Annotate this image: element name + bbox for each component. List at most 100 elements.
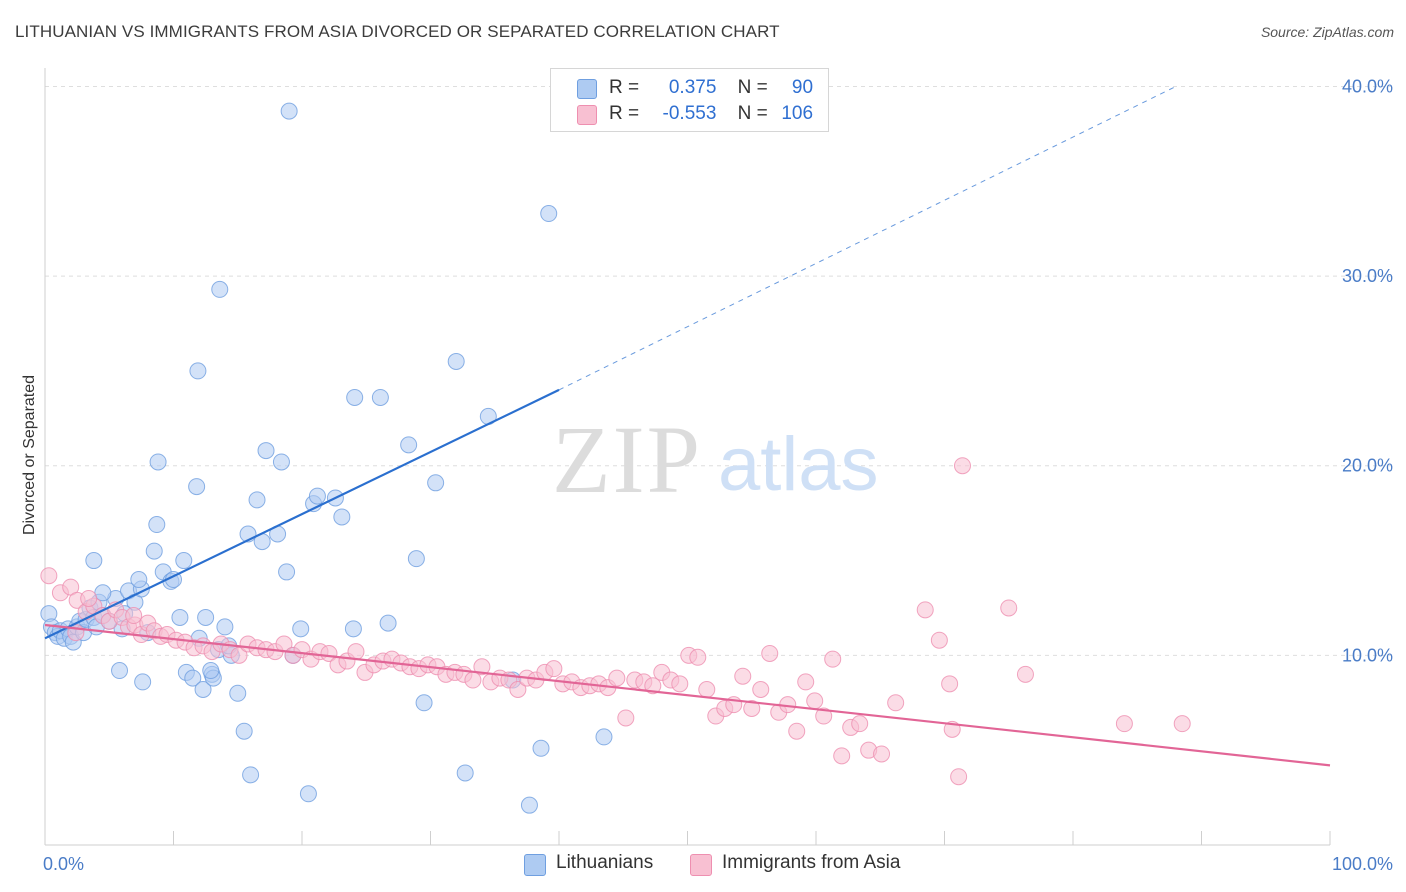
data-point [344,620,362,638]
data-point [595,728,613,746]
data-point [257,442,275,460]
legend-swatch-lithuanians [524,854,546,876]
data-point [80,589,98,607]
y-axis-label: Divorced or Separated [21,375,38,535]
data-point [111,662,129,680]
data-point [532,739,550,757]
legend-swatch-lithuanians [577,79,597,99]
data-point [671,675,689,693]
data-point [415,694,433,712]
data-point [608,669,626,687]
data-point [689,648,707,666]
legend-text: R = -0.553 N = 106 [609,103,813,125]
n-value: 106 [781,103,814,124]
data-point [299,785,317,803]
data-point [407,550,425,568]
data-point [520,796,538,814]
data-point [292,620,310,638]
data-point [211,280,229,298]
data-point [953,457,971,475]
legend-swatch-immigrants-from-asia [577,105,597,125]
data-point [617,709,635,727]
data-point [202,662,220,680]
data-point [473,658,491,676]
legend-label: Lithuanians [556,852,654,873]
trend-line-lithuanians [44,388,560,640]
x-tick-label: 0.0% [43,854,84,874]
data-point [752,681,770,699]
data-point [815,707,833,725]
chart-title: LITHUANIAN VS IMMIGRANTS FROM ASIA DIVOR… [15,22,780,41]
data-point [40,567,58,585]
data-point [171,608,189,626]
data-point [379,614,397,632]
data-point [734,667,752,685]
data-point [272,453,290,471]
data-point [761,644,779,662]
data-point [130,571,148,589]
data-point [278,563,296,581]
watermark-zip: ZIP [552,406,702,513]
data-point [184,669,202,687]
data-point [333,508,351,526]
trend-lines [44,86,1331,767]
source-label: Source: ZipAtlas.com [1260,24,1394,40]
data-point [175,552,193,570]
series-legend: Lithuanians Immigrants from Asia [0,852,1406,878]
data-point [400,436,418,454]
data-point [447,352,465,370]
data-point [280,102,298,120]
data-point [148,516,166,534]
x-tick-label: 100.0% [1332,854,1393,874]
n-label: N = [737,103,768,124]
data-point [1000,599,1018,617]
y-tick-label: 30.0% [1342,266,1393,286]
data-point [308,487,326,505]
y-tick-label: 40.0% [1342,76,1393,96]
data-point [145,542,163,560]
data-point [230,646,248,664]
watermark: ZIP atlas [552,406,879,513]
data-point [788,722,806,740]
data-point [216,618,234,636]
data-point [347,643,365,661]
legend-text: R = 0.375 N = 90 [609,77,813,99]
data-point [346,388,364,406]
data-point [545,660,563,678]
data-point [1016,665,1034,683]
data-point [873,745,891,763]
trend-extension-lithuanians [558,86,1177,391]
data-point [125,607,143,625]
data-point [235,722,253,740]
data-point [644,677,662,695]
series-lithuanians [40,79,664,814]
data-point [824,650,842,668]
data-point [698,681,716,699]
data-point [509,681,527,699]
data-point [743,699,761,717]
data-point [930,631,948,649]
data-point [149,453,167,471]
n-label: N = [737,77,768,98]
data-point [134,673,152,691]
axes [44,68,1331,846]
y-tick-label: 20.0% [1342,456,1393,476]
data-point [941,675,959,693]
data-point [1115,715,1133,733]
data-point [371,388,389,406]
watermark-atlas: atlas [718,422,879,507]
data-point [540,205,558,223]
stats-legend: R = 0.375 N = 90 R = -0.553 N = 106 [550,68,829,132]
data-point [242,766,260,784]
r-label: R = [609,103,640,124]
data-point [248,491,266,509]
n-value: 90 [791,77,814,98]
trend-line-immigrants-from-asia [44,623,1331,767]
data-point [197,608,215,626]
r-label: R = [609,77,640,98]
data-point [806,692,824,710]
data-point [950,768,968,786]
gridlines [45,85,1392,656]
data-point [229,684,247,702]
